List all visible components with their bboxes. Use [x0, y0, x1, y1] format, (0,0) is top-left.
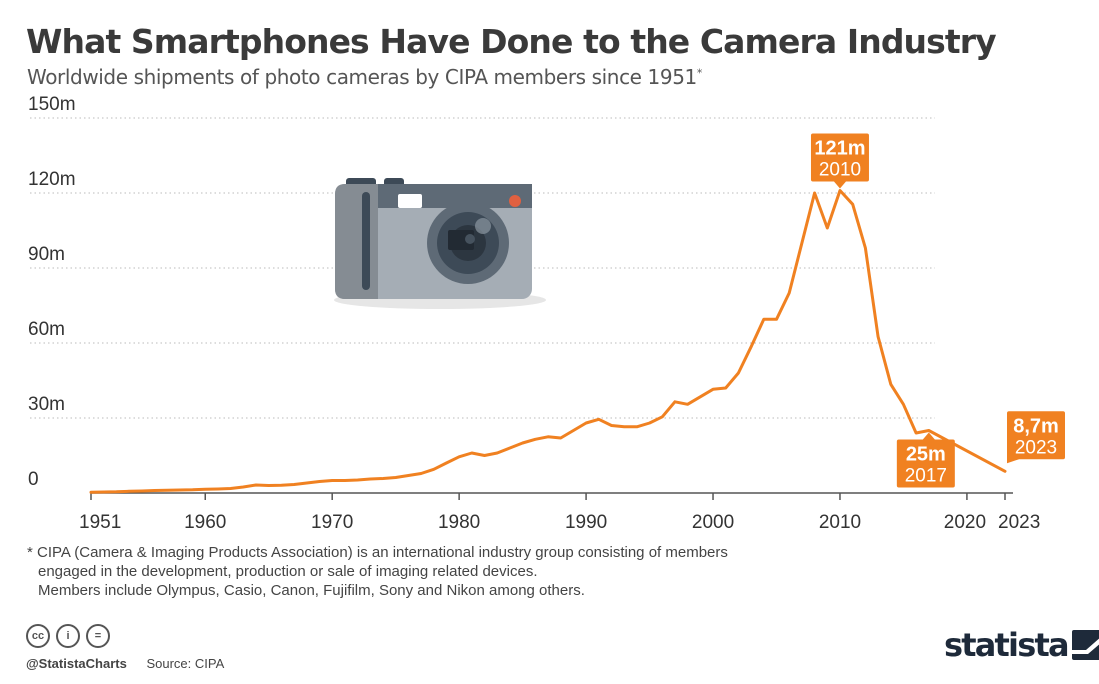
x-tick-label: 1980 [438, 512, 480, 533]
data-label-year: 2023 [1015, 437, 1057, 458]
data-label-pointer [922, 432, 935, 440]
data-label-pointer [833, 181, 846, 189]
attribution-icon[interactable]: i [56, 624, 80, 648]
statista-logo-icon [1071, 630, 1099, 660]
x-tick-label: 2000 [692, 512, 734, 533]
y-tick-label: 150m [28, 94, 76, 115]
source-label: Source: CIPA [146, 656, 225, 671]
x-tick-label: 2023 [998, 512, 1040, 533]
data-label-value: 8,7m [1013, 415, 1059, 437]
y-tick-label: 120m [28, 169, 76, 190]
x-tick-label: 1960 [184, 512, 226, 533]
line-chart: 0 30m 60m 90m 120m 150m 1951 1960 1970 1980 1990 20… [28, 94, 1065, 533]
license-icons: cc i = [26, 624, 224, 648]
axes: 0 30m 60m 90m 120m 150m 1951 1960 1970 1980 1990 20… [28, 94, 1040, 533]
data-label-value: 25m [906, 444, 946, 466]
footnote-line: engaged in the development, production o… [38, 563, 538, 580]
data-label-year: 2010 [819, 160, 861, 181]
y-tick-label: 90m [28, 244, 65, 265]
footnote: * CIPA (Camera & Imaging Products Associ… [27, 543, 728, 600]
brand-wordmark: statista [944, 626, 1070, 664]
subtitle-text: Worldwide shipments of photo cameras by … [27, 65, 697, 89]
data-label-box [810, 133, 869, 182]
data-label-year: 2017 [905, 466, 947, 487]
data-label-box [896, 439, 955, 488]
x-tick-label: 1970 [311, 512, 353, 533]
footnote-line: Members include Olympus, Casio, Canon, F… [38, 582, 585, 599]
data-label-value: 121m [814, 138, 865, 160]
y-tick-label: 0 [28, 469, 39, 490]
y-tick-label: 60m [28, 319, 65, 340]
footnote-line: * CIPA (Camera & Imaging Products Associ… [27, 544, 728, 561]
chart-title: What Smartphones Have Done to the Camera… [26, 22, 997, 61]
statista-logo[interactable]: statista [944, 626, 1099, 664]
x-tick-label: 1951 [79, 512, 121, 533]
footer: cc i = @StatistaCharts Source: CIPA [26, 624, 224, 671]
y-tick-label: 30m [28, 394, 65, 415]
subtitle-footnote-mark: * [696, 66, 703, 80]
x-tick-label: 2010 [819, 512, 861, 533]
data-label-box [1007, 411, 1065, 460]
chart-subtitle: Worldwide shipments of photo cameras by … [27, 65, 702, 89]
camera-icon [334, 178, 546, 309]
no-derivatives-icon[interactable]: = [86, 624, 110, 648]
data-label-pointer [1007, 451, 1019, 464]
footer-credits: @StatistaCharts Source: CIPA [26, 656, 224, 671]
x-tick-label: 1990 [565, 512, 607, 533]
series-line-shipments [89, 189, 1007, 494]
creative-commons-icon[interactable]: cc [26, 624, 50, 648]
x-tick-label: 2020 [944, 512, 986, 533]
twitter-handle[interactable]: @StatistaCharts [26, 656, 127, 671]
